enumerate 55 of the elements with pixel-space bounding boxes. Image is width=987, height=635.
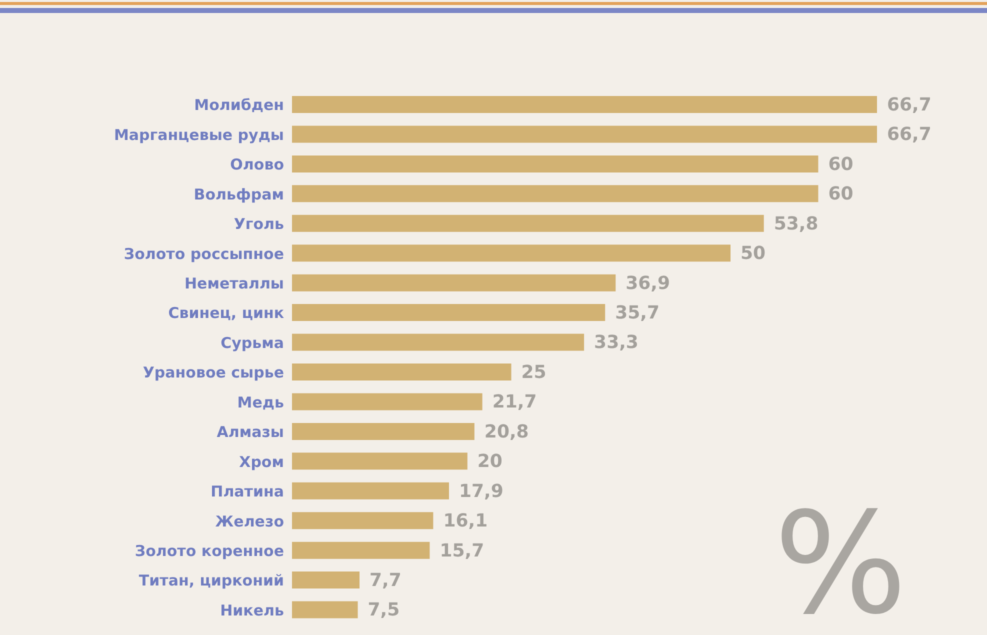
y-tick-label: Медь: [237, 393, 284, 412]
y-tick-label: Молибден: [194, 96, 284, 114]
annotation: %: [774, 483, 907, 635]
bar: [292, 185, 818, 202]
y-tick-label: Золото коренное: [134, 542, 284, 560]
data-label: 25: [521, 362, 546, 383]
data-label: 66,7: [887, 124, 932, 146]
bar: [292, 274, 616, 292]
y-tick-label: Железо: [215, 512, 284, 530]
bar: [292, 155, 818, 172]
y-tick-label: Алмазы: [216, 423, 284, 442]
y-tick-label: Олово: [230, 156, 284, 174]
data-label: 17,9: [458, 480, 504, 502]
data-label: 20,8: [484, 421, 529, 442]
data-label: 36,9: [626, 272, 670, 294]
data-label: 60: [828, 154, 854, 175]
bar: [292, 304, 606, 322]
bar: [292, 126, 877, 143]
bar: [292, 244, 731, 262]
bar: [292, 572, 360, 589]
bar: [292, 482, 449, 500]
bar: [292, 214, 764, 232]
y-tick-label: Титан, цирконий: [138, 572, 284, 590]
bar: [292, 542, 430, 559]
data-label: 20: [477, 451, 502, 472]
y-tick-label: Неметаллы: [184, 274, 284, 293]
y-tick-label: Никель: [220, 601, 284, 620]
bar: [292, 334, 584, 351]
y-tick-label: Свинец, цинк: [168, 304, 284, 322]
data-label: 50: [740, 243, 766, 264]
y-tick-label: Золото россыпное: [124, 244, 284, 263]
data-label: 35,7: [615, 302, 660, 324]
data-label: 21,7: [492, 392, 537, 413]
data-label: 7,7: [370, 570, 402, 591]
bar: [292, 601, 358, 618]
y-tick-label: Урановое сырье: [142, 364, 284, 382]
y-tick-label: Вольфрам: [194, 185, 284, 204]
data-label: 33,3: [594, 332, 638, 354]
bar: [292, 364, 512, 380]
bar: [292, 422, 474, 440]
bar: [292, 452, 468, 470]
data-label: 16,1: [443, 510, 488, 532]
y-tick-label: Хром: [239, 452, 284, 471]
data-label: 53,8: [774, 213, 818, 234]
y-tick-label: Марганцевые руды: [114, 126, 284, 144]
bar: [292, 512, 434, 530]
bar: [292, 96, 877, 113]
data-label: 15,7: [440, 540, 484, 562]
y-tick-label: Сурьма: [220, 334, 284, 352]
y-tick-label: Платина: [210, 482, 284, 501]
y-tick-label: Уголь: [234, 215, 284, 234]
data-label: 66,7: [887, 94, 932, 116]
data-label: 60: [828, 184, 854, 205]
data-label: 7,5: [368, 600, 400, 621]
bar: [292, 393, 482, 410]
